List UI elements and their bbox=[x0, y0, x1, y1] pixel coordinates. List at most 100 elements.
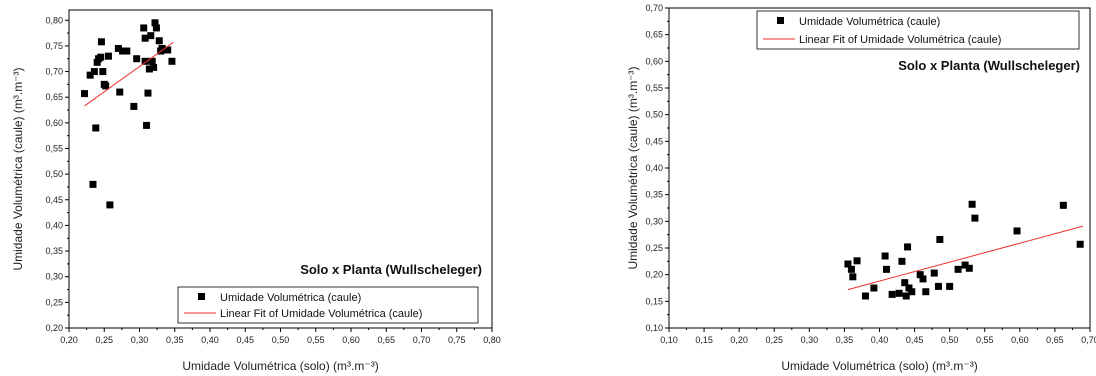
data-point bbox=[123, 47, 131, 55]
x-axis-label: Umidade Volumétrica (solo) (m³.m⁻³) bbox=[182, 359, 378, 373]
legend-entry-series: Umidade Volumétrica (caule) bbox=[799, 16, 940, 28]
legend-box bbox=[177, 286, 479, 324]
chart-annotation: Solo x Planta (Wullscheleger) bbox=[300, 262, 482, 277]
y-tick-label: 0,60 bbox=[45, 118, 63, 128]
data-point bbox=[168, 57, 176, 65]
linear-fit-line bbox=[84, 41, 174, 107]
y-tick-label: 0,70 bbox=[45, 67, 63, 77]
data-point bbox=[155, 37, 163, 45]
x-axis-ticks: 0,20 0,25 0,30 0,35 0,40 0,45 0,50 0,55 0,60 0,65… bbox=[60, 328, 501, 345]
data-point bbox=[86, 71, 94, 79]
data-point bbox=[143, 121, 151, 129]
y-tick-label: 0,55 bbox=[45, 143, 63, 153]
y-tick-label: 0,15 bbox=[645, 296, 663, 306]
data-point bbox=[119, 47, 127, 55]
data-point bbox=[881, 252, 889, 260]
data-point bbox=[861, 292, 869, 300]
legend: Umidade Volumétrica (caule) Linear Fit o… bbox=[756, 10, 1080, 50]
y-tick-label: 0,55 bbox=[645, 83, 663, 93]
data-point bbox=[908, 288, 916, 296]
data-point bbox=[904, 243, 912, 251]
y-tick-label: 0,20 bbox=[645, 270, 663, 280]
x-tick-label: 0,15 bbox=[695, 335, 713, 345]
x-tick-label: 0,50 bbox=[272, 335, 290, 345]
data-point bbox=[144, 89, 152, 97]
y-tick-label: 0,70 bbox=[645, 3, 663, 13]
data-point bbox=[847, 265, 855, 273]
linear-fit-line bbox=[847, 225, 1084, 291]
data-point bbox=[946, 282, 954, 290]
x-tick-label: 0,70 bbox=[1081, 335, 1096, 345]
legend-entry-fit: Linear Fit of Umidade Volumétrica (caule… bbox=[220, 308, 422, 320]
data-point bbox=[968, 200, 976, 208]
x-tick-label: 0,30 bbox=[131, 335, 149, 345]
y-tick-label: 0,45 bbox=[45, 195, 63, 205]
x-tick-label: 0,55 bbox=[307, 335, 325, 345]
data-point bbox=[971, 214, 979, 222]
data-point bbox=[102, 82, 110, 90]
x-tick-label: 0,55 bbox=[976, 335, 994, 345]
data-point bbox=[150, 63, 158, 71]
data-point bbox=[888, 290, 896, 298]
y-axis-ticks: 0,10 0,15 0,20 0,25 0,30 0,35 0,40 0,45 0,50 0,55… bbox=[645, 3, 669, 333]
data-point bbox=[961, 261, 969, 269]
data-points bbox=[844, 200, 1084, 300]
y-axis-ticks: 0,20 0,25 0,30 0,35 0,40 0,45 0,50 0,55 0,60 0,65… bbox=[45, 15, 69, 333]
data-point bbox=[936, 235, 944, 243]
y-tick-label: 0,30 bbox=[645, 216, 663, 226]
x-tick-label: 0,50 bbox=[941, 335, 959, 345]
data-point bbox=[147, 32, 155, 40]
y-tick-label: 0,80 bbox=[45, 15, 63, 25]
data-point bbox=[104, 52, 112, 60]
x-tick-label: 0,35 bbox=[836, 335, 854, 345]
data-point bbox=[152, 24, 160, 32]
x-tick-label: 0,25 bbox=[765, 335, 783, 345]
data-point bbox=[853, 257, 861, 265]
x-tick-label: 0,20 bbox=[730, 335, 748, 345]
data-point bbox=[145, 65, 153, 73]
y-tick-label: 0,35 bbox=[45, 246, 63, 256]
y-tick-label: 0,40 bbox=[645, 163, 663, 173]
x-tick-label: 0,30 bbox=[801, 335, 819, 345]
y-tick-label: 0,75 bbox=[45, 41, 63, 51]
data-point bbox=[902, 292, 910, 300]
y-tick-label: 0,50 bbox=[645, 110, 663, 120]
data-point bbox=[965, 264, 973, 272]
x-tick-label: 0,20 bbox=[60, 335, 78, 345]
y-tick-label: 0,60 bbox=[645, 56, 663, 66]
x-tick-label: 0,10 bbox=[660, 335, 678, 345]
y-tick-label: 0,25 bbox=[645, 243, 663, 253]
y-tick-label: 0,35 bbox=[645, 190, 663, 200]
data-point bbox=[97, 38, 105, 46]
data-point bbox=[1076, 240, 1084, 248]
data-point bbox=[93, 58, 101, 66]
data-point bbox=[141, 57, 149, 65]
data-point bbox=[116, 88, 124, 96]
y-axis-label: Umidade Volumétrica (caule) (m³.m⁻³) bbox=[626, 66, 640, 269]
data-point bbox=[905, 284, 913, 292]
data-point bbox=[870, 284, 878, 292]
chart-left: 0,20 0,25 0,30 0,35 0,40 0,45 0,50 0,55 0,60 0,65… bbox=[11, 9, 501, 373]
x-tick-label: 0,25 bbox=[95, 335, 113, 345]
data-point bbox=[99, 68, 107, 76]
x-tick-label: 0,45 bbox=[236, 335, 254, 345]
x-tick-label: 0,70 bbox=[413, 335, 431, 345]
legend-marker-square bbox=[777, 17, 784, 24]
legend-marker-square bbox=[198, 293, 205, 300]
y-tick-label: 0,45 bbox=[645, 136, 663, 146]
x-tick-label: 0,40 bbox=[201, 335, 219, 345]
chart-annotation: Solo x Planta (Wullscheleger) bbox=[898, 58, 1080, 73]
data-point bbox=[919, 275, 927, 283]
x-tick-label: 0,35 bbox=[166, 335, 184, 345]
data-point bbox=[92, 124, 100, 132]
data-point bbox=[90, 68, 98, 76]
plot-frame bbox=[668, 7, 1091, 329]
data-points bbox=[81, 19, 176, 209]
y-tick-label: 0,20 bbox=[45, 323, 63, 333]
legend-box bbox=[756, 10, 1080, 50]
y-tick-label: 0,65 bbox=[45, 92, 63, 102]
y-tick-label: 0,30 bbox=[45, 272, 63, 282]
legend-entry-fit: Linear Fit of Umidade Volumétrica (caule… bbox=[799, 34, 1001, 46]
data-point bbox=[81, 90, 89, 98]
